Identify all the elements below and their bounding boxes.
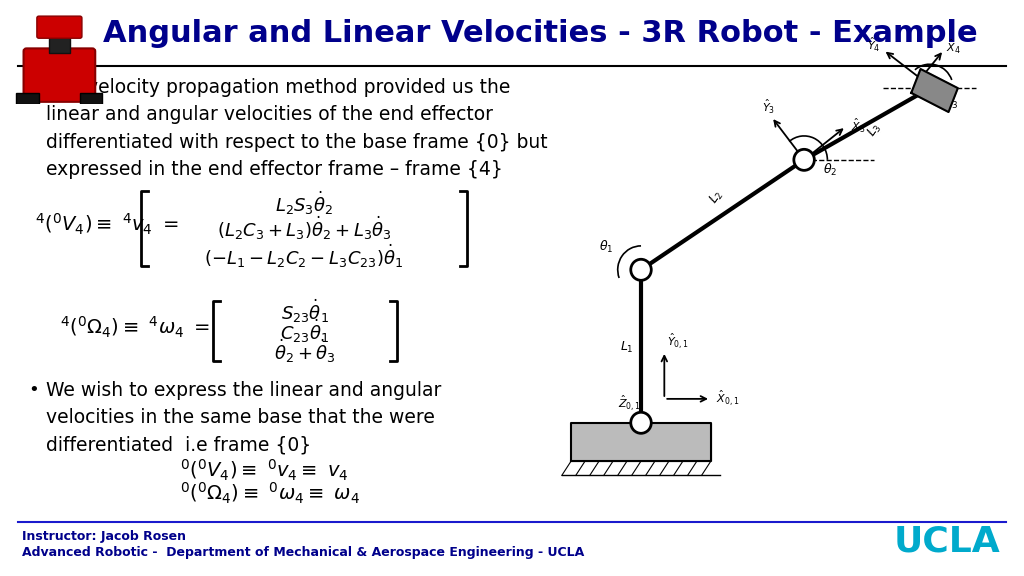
Polygon shape — [911, 69, 957, 112]
Text: $\theta_2$: $\theta_2$ — [822, 162, 837, 179]
Text: $\hat{X}_3$: $\hat{X}_3$ — [851, 117, 865, 135]
Bar — [49, 35, 70, 53]
Text: $L_2$: $L_2$ — [707, 187, 726, 207]
Text: $\dot{\theta}_2 + \dot{\theta}_3$: $\dot{\theta}_2 + \dot{\theta}_3$ — [274, 338, 336, 365]
Text: $\hat{X}_4$: $\hat{X}_4$ — [946, 38, 961, 56]
Bar — [16, 93, 39, 104]
Text: $^0(^0V_4) \equiv\ ^0v_4 \equiv\ v_4$: $^0(^0V_4) \equiv\ ^0v_4 \equiv\ v_4$ — [180, 458, 349, 483]
FancyBboxPatch shape — [37, 16, 82, 38]
FancyBboxPatch shape — [24, 48, 95, 102]
Text: •: • — [28, 381, 39, 399]
Text: $\theta_1$: $\theta_1$ — [599, 238, 613, 255]
Text: $L_2 S_3 \dot{\theta}_2$: $L_2 S_3 \dot{\theta}_2$ — [274, 190, 333, 217]
Text: $S_{23}\dot{\theta}_1$: $S_{23}\dot{\theta}_1$ — [281, 297, 329, 325]
Text: $\hat{X}_{0,1}$: $\hat{X}_{0,1}$ — [716, 389, 739, 408]
Text: $\hat{Y}_{0,1}$: $\hat{Y}_{0,1}$ — [667, 332, 689, 351]
Text: $\hat{Z}_{0,1}$: $\hat{Z}_{0,1}$ — [617, 394, 641, 413]
Bar — [80, 93, 102, 104]
Circle shape — [794, 149, 814, 170]
Text: $(L_2 C_3 + L_3)\dot{\theta}_2 + L_3\dot{\theta}_3$: $(L_2 C_3 + L_3)\dot{\theta}_2 + L_3\dot… — [217, 215, 391, 242]
Text: Angular and Linear Velocities - 3R Robot - Example: Angular and Linear Velocities - 3R Robot… — [102, 20, 977, 48]
Text: Advanced Robotic -  Department of Mechanical & Aerospace Engineering - UCLA: Advanced Robotic - Department of Mechani… — [22, 546, 585, 559]
Text: $^4(^0\Omega_4) \equiv\ ^4\omega_4\ =$: $^4(^0\Omega_4) \equiv\ ^4\omega_4\ =$ — [60, 314, 210, 340]
Text: $L_3$: $L_3$ — [864, 120, 885, 140]
Text: $L_1$: $L_1$ — [621, 340, 634, 355]
Text: •: • — [28, 78, 39, 96]
Circle shape — [631, 412, 651, 433]
Text: $(-L_1 - L_2 C_2 - L_3 C_{23})\dot{\theta}_1$: $(-L_1 - L_2 C_2 - L_3 C_{23})\dot{\thet… — [205, 242, 403, 270]
Polygon shape — [571, 423, 711, 461]
Text: Instructor: Jacob Rosen: Instructor: Jacob Rosen — [22, 530, 186, 543]
Text: The velocity propagation method provided us the
linear and angular velocities of: The velocity propagation method provided… — [46, 78, 548, 179]
Text: We wish to express the linear and angular
velocities in the same base that the w: We wish to express the linear and angula… — [46, 381, 441, 454]
Text: $\hat{Y}_4$: $\hat{Y}_4$ — [867, 36, 881, 54]
Text: $C_{23}\dot{\theta}_1$: $C_{23}\dot{\theta}_1$ — [281, 317, 330, 344]
Text: $\hat{Y}_3$: $\hat{Y}_3$ — [762, 98, 775, 116]
Text: $^4(^0V_4) \equiv\ ^4v_4\ =$: $^4(^0V_4) \equiv\ ^4v_4\ =$ — [35, 212, 178, 237]
Text: UCLA: UCLA — [893, 524, 1000, 558]
Text: $^0(^0\Omega_4) \equiv\ ^0\omega_4 \equiv\ \omega_4$: $^0(^0\Omega_4) \equiv\ ^0\omega_4 \equi… — [180, 481, 360, 506]
Circle shape — [631, 259, 651, 281]
Text: $\theta_3$: $\theta_3$ — [944, 95, 958, 111]
